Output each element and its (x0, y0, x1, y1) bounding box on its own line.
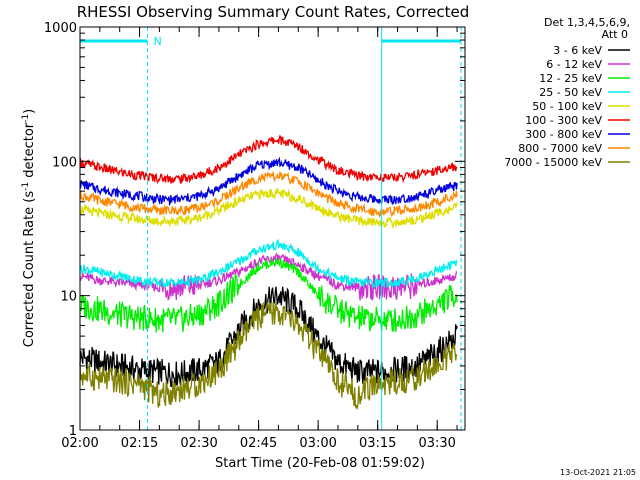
x-tick-label-0200: 02:00 (61, 436, 98, 451)
series-line-300-800-kev (79, 156, 458, 207)
y-axis-label: Corrected Count Rate (s-1 detector-1) (21, 109, 37, 347)
x-tick-label-0245: 02:45 (240, 436, 277, 451)
x-tick-label-0300: 03:00 (299, 436, 336, 451)
legend-label-100-300-kev: 100 - 300 keV (525, 114, 602, 127)
legend-label-6-12-kev: 6 - 12 keV (546, 58, 602, 71)
plot-frame (79, 26, 466, 431)
series-line-12-25-kev (79, 258, 458, 333)
legend-label-3-6-kev: 3 - 6 keV (553, 44, 602, 57)
legend-label-12-25-kev: 12 - 25 keV (539, 72, 602, 85)
x-axis-label: Start Time (20-Feb-08 01:59:02) (215, 456, 425, 471)
legend-label-50-100-kev: 50 - 100 keV (532, 100, 602, 113)
y-tick-label-1: 1 (69, 424, 77, 439)
x-tick-label-0230: 02:30 (180, 436, 217, 451)
y-label-part-2: detector (22, 122, 37, 182)
series-line-25-50-kev (79, 238, 458, 289)
y-label-part-3: ) (22, 109, 37, 114)
y-label-sup-1: -1 (21, 182, 31, 191)
series-layer (79, 134, 458, 411)
legend-label-7000-15000-kev: 7000 - 15000 keV (504, 156, 602, 169)
y-label-part-1: Corrected Count Rate (s (22, 191, 37, 348)
series-line-800-7000-kev (79, 171, 458, 218)
series-line-100-300-kev (79, 134, 458, 185)
y-tick-label-10: 10 (60, 290, 77, 305)
legend-title-line-2: Att 0 (602, 28, 628, 41)
legend-label-800-7000-kev: 800 - 7000 keV (518, 142, 602, 155)
footer-date: 13-Oct-2021 21:05 (560, 468, 636, 477)
legend-label-300-800-kev: 300 - 800 keV (525, 128, 602, 141)
y-tick-label-100: 100 (52, 155, 77, 170)
series-line-3-6-kev (79, 286, 458, 388)
legend-label-25-50-kev: 25 - 50 keV (539, 86, 602, 99)
y-tick-label-1000: 1000 (44, 21, 77, 36)
series-line-7000-15000-kev (79, 301, 458, 411)
chart-title: RHESSI Observing Summary Count Rates, Co… (77, 3, 470, 21)
y-label-sup-2: -1 (21, 114, 31, 123)
night-marker-label: N (153, 35, 161, 48)
series-line-50-100-kev (79, 187, 458, 230)
axes: 1 10 100 1000 02:00 02:15 02:30 02:45 03:00 03:15… (44, 21, 465, 451)
x-tick-label-0330: 03:30 (418, 436, 455, 451)
legend-title-line-1: Det 1,3,4,5,6,9, (544, 16, 630, 29)
x-tick-label-0315: 03:15 (359, 436, 396, 451)
x-tick-label-0215: 02:15 (121, 436, 158, 451)
